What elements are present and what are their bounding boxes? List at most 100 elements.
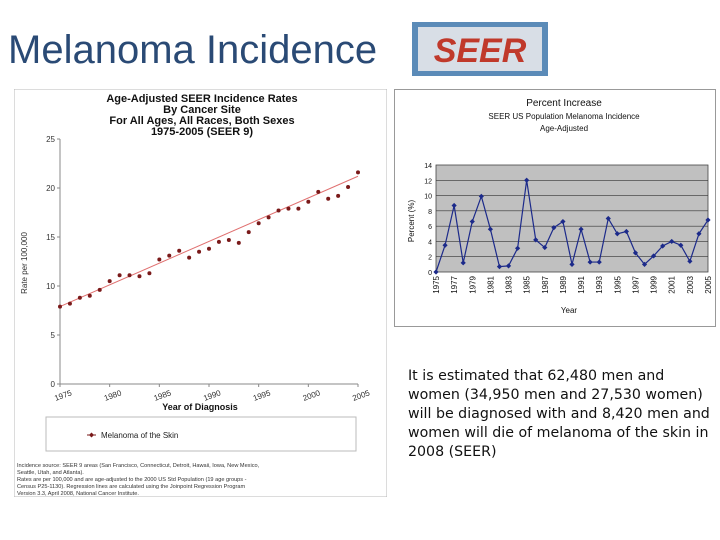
chart1-footnote-line: Seattle, Utah, and Atlanta). [17,470,84,476]
chart1-data-point [266,215,271,220]
chart2-data-point [678,242,684,248]
chart2-y-tick-label: 2 [428,255,432,262]
chart1-data-point [336,193,341,198]
chart2-data-point [605,215,611,222]
chart1-data-point [187,255,192,260]
chart2-data-point [533,237,539,243]
chart1-trend-line [59,175,359,308]
chart2-subtitle-line: Age-Adjusted [540,124,588,133]
chart1-footnote-line: Version 3.3, April 2008, National Cancer… [17,491,139,497]
seer-logo-panel [418,27,542,71]
chart2-x-axis-label: Year [561,306,578,315]
chart1-y-axis-label: Rate per 100,000 [20,232,29,294]
chart1-data-point [286,206,291,211]
chart1-data-point [157,257,162,262]
chart2-data-point [696,231,702,237]
chart1-data-point [226,237,231,242]
chart2-x-tick-label: 1997 [631,275,640,293]
chart1-data-point [147,271,152,276]
chart1-data-point [137,274,142,279]
chart1-legend-swatch-marker [89,432,94,438]
chart2-y-tick-label: 6 [428,224,432,231]
chart1-data-point [236,240,241,245]
chart2-data-point [542,244,548,251]
chart2-x-tick-label: 1983 [505,275,514,293]
chart2-y-tick-label: 0 [428,270,432,277]
seer-logo: SEER [412,22,548,76]
chart1-y-tick-label: 25 [46,135,55,144]
chart2-data-point [451,202,457,209]
chart1-data-point [326,196,331,201]
seer-logo-text: SEER [434,32,527,70]
chart1-data-point [246,230,251,235]
slide-title: Melanoma Incidence [8,28,378,72]
chart1-data-point [87,293,92,298]
percent-increase-chart: Percent Increase SEER US Population Mela… [394,89,716,327]
chart2-y-axis-label: Percent (%) [407,200,416,243]
chart2-x-tick-label: 1989 [559,275,568,293]
chart2-title: Percent Increase [526,98,602,109]
chart1-legend-label: Melanoma of the Skin [101,431,178,440]
chart1-data-point [117,273,122,278]
chart2-x-tick-label: 1975 [432,275,441,293]
chart1-y-tick-label: 0 [51,380,56,389]
chart1-footnote-line: Incidence source: SEER 9 areas (San Fran… [17,463,260,469]
chart1-footnote-line: Census P25-1130). Regression lines are c… [17,484,245,490]
chart1-data-point [127,273,132,278]
chart2-data-point [705,217,711,223]
chart1-data-point [177,248,182,253]
chart2-plot-area: 0 2 4 6 8 10 12 14 1975 1977 1979 1981 1983 1985 1987 1… [424,163,713,294]
chart1-data-point [197,249,202,254]
chart2-x-tick-label: 1985 [523,275,532,293]
chart1-data-point [207,246,211,251]
chart1-y-tick-label: 20 [46,184,55,193]
chart1-data-point [216,239,221,244]
chart1-data-point [58,304,62,309]
chart1-data-point [356,170,360,175]
chart2-data-point [687,258,693,264]
chart1-y-tick-label: 15 [46,233,55,242]
chart1-data-point [296,206,301,211]
chart2-x-tick-label: 2001 [668,275,677,293]
chart1-legend-box [45,416,357,452]
chart1-data-point [107,279,112,284]
chart2-x-tick-label: 1987 [541,275,550,293]
chart2-plot-background [435,164,709,273]
chart2-x-tick-label: 1995 [613,275,622,293]
chart2-y-tick-label: 14 [424,163,432,170]
chart2-x-tick-label: 1979 [468,275,477,293]
chart2-data-point [433,269,439,275]
chart1-subtitle-line: For All Ages, All Races, Both Sexes [109,115,294,127]
incidence-rates-chart: Age-Adjusted SEER Incidence Rates By Can… [14,89,387,497]
chart2-data-point [632,250,639,256]
chart1-data-point [167,253,172,258]
chart2-data-point [578,226,584,232]
chart1-data-point [346,185,351,190]
chart1-data-point [77,295,82,300]
chart2-x-tick-label: 1977 [450,275,459,293]
chart2-y-tick-label: 12 [424,178,432,185]
chart2-data-point [651,253,657,259]
chart2-y-tick-label: 8 [428,209,432,216]
chart2-y-tick-label: 4 [428,239,432,246]
chart1-data-point [276,208,281,213]
chart2-x-tick-label: 2005 [704,275,713,293]
chart2-x-tick-label: 1999 [650,275,659,293]
chart2-x-tick-label: 1981 [486,275,495,293]
chart1-title: Age-Adjusted SEER Incidence Rates [106,93,297,105]
chart1-data-point [316,189,321,194]
chart1-subtitle-line: By Cancer Site [163,104,241,116]
body-text: It is estimated that 62,480 men and wome… [408,368,710,460]
chart1-y-tick-label: 10 [46,282,55,291]
chart2-data-point [560,218,566,225]
chart2-subtitle-line: SEER US Population Melanoma Incidence [488,112,640,121]
chart2-data-point [469,218,475,225]
chart1-data-point [306,199,311,204]
chart2-x-tick-label: 1991 [577,275,586,293]
chart1-data-point [67,301,72,306]
chart2-data-point [669,238,675,245]
chart1-data-point [97,287,102,292]
chart2-x-tick-label: 1993 [595,275,604,293]
chart2-x-tick-label: 2003 [686,275,695,293]
